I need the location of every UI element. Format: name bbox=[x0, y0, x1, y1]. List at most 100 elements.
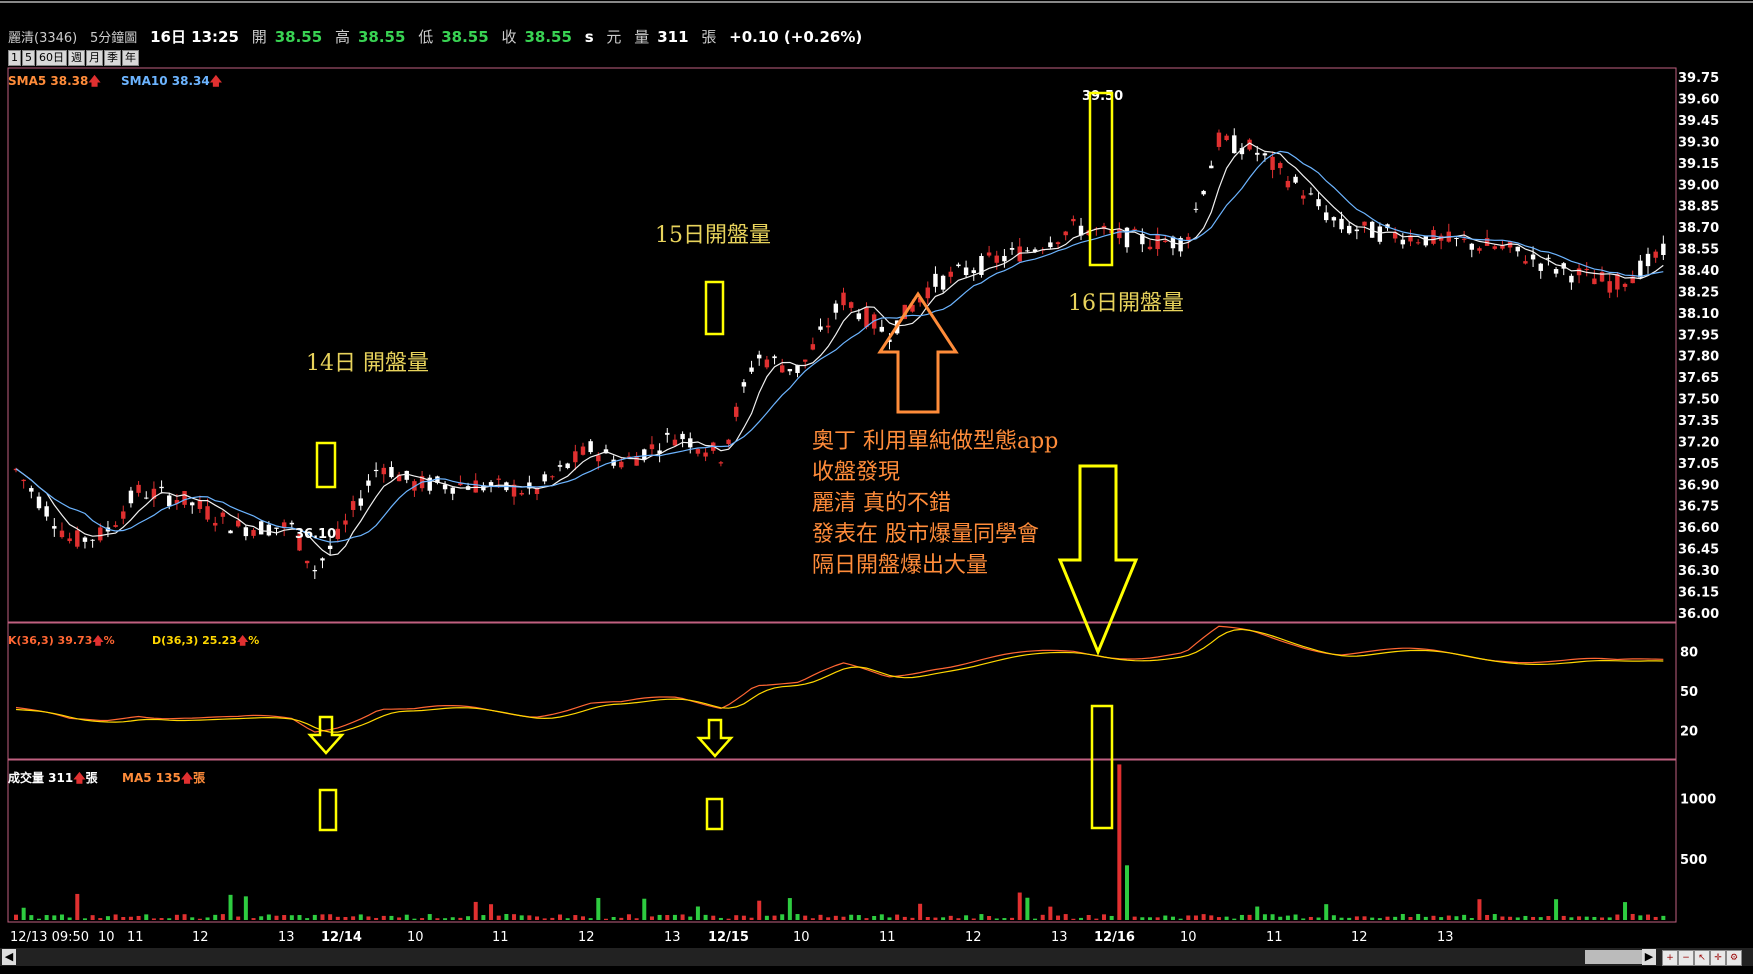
candle-body bbox=[1530, 254, 1536, 260]
candle bbox=[82, 536, 88, 549]
candle bbox=[780, 358, 785, 373]
candle-body bbox=[1232, 135, 1237, 154]
candle bbox=[795, 364, 800, 378]
candle-body bbox=[488, 482, 494, 487]
candle bbox=[741, 379, 747, 393]
volume-bar bbox=[213, 914, 218, 920]
candle bbox=[1408, 229, 1413, 247]
volume-bar bbox=[1170, 916, 1175, 920]
candle-body bbox=[1638, 260, 1643, 278]
open-value: 38.55 bbox=[274, 28, 323, 46]
sma5-legend[interactable]: SMA5 38.38🡅 bbox=[8, 74, 101, 88]
zoom-out-icon[interactable]: − bbox=[1678, 950, 1694, 966]
candle bbox=[496, 475, 501, 488]
candle bbox=[1553, 267, 1559, 278]
candle bbox=[228, 529, 233, 534]
volume-bar bbox=[864, 918, 869, 920]
candle bbox=[1415, 239, 1421, 245]
candle bbox=[335, 521, 341, 543]
volume-bar bbox=[1508, 916, 1513, 920]
high-label: 高 bbox=[334, 28, 350, 46]
volume-bar bbox=[1316, 917, 1321, 920]
period-button-4[interactable]: 月 bbox=[86, 50, 103, 66]
sma10-legend[interactable]: SMA10 38.34🡅 bbox=[121, 74, 223, 88]
candle bbox=[159, 480, 164, 494]
volume-bar bbox=[772, 915, 777, 920]
price-tick-19: 36.90 bbox=[1678, 478, 1719, 493]
d-legend[interactable]: D(36,3) 25.23🡅% bbox=[152, 634, 260, 647]
volume-bar bbox=[665, 915, 670, 920]
candle-body bbox=[841, 292, 846, 306]
period-button-2[interactable]: 60日 bbox=[36, 50, 67, 66]
volume-bar bbox=[151, 918, 156, 920]
candle-body bbox=[1515, 246, 1520, 252]
volume-bar bbox=[1561, 915, 1566, 920]
candle-body bbox=[795, 364, 800, 374]
candle bbox=[205, 498, 210, 522]
candle-body bbox=[1132, 228, 1137, 230]
candle-body bbox=[1346, 225, 1352, 234]
volume-bar bbox=[443, 918, 448, 920]
volume-bar bbox=[1577, 916, 1582, 920]
candle-body bbox=[527, 482, 532, 489]
candle-body bbox=[550, 476, 555, 478]
volume-bar bbox=[397, 917, 402, 920]
candle-body bbox=[136, 484, 141, 493]
zoom-in-icon[interactable]: + bbox=[1662, 950, 1678, 966]
settings-icon[interactable]: ⚙ bbox=[1726, 950, 1742, 966]
volume-legend[interactable]: 成交量 311🡅張 bbox=[8, 771, 98, 785]
candle bbox=[1324, 205, 1329, 223]
candle bbox=[1078, 217, 1084, 241]
scroll-left-icon[interactable]: ◀ bbox=[2, 949, 16, 965]
volume-bar bbox=[1492, 914, 1497, 920]
volume-bar bbox=[1584, 916, 1589, 920]
candle-body bbox=[274, 527, 279, 529]
volume-bar bbox=[1262, 914, 1267, 920]
volume-bar bbox=[1209, 915, 1214, 920]
candle-body bbox=[243, 527, 249, 537]
period-button-3[interactable]: 週 bbox=[68, 50, 85, 66]
scroll-right-icon[interactable]: ▶ bbox=[1642, 949, 1656, 965]
k-legend[interactable]: K(36,3) 39.73🡅% bbox=[8, 634, 115, 647]
period-button-5[interactable]: 季 bbox=[104, 50, 121, 66]
period-button-0[interactable]: 1 bbox=[8, 50, 21, 66]
candle-body bbox=[427, 477, 432, 491]
candle-body bbox=[925, 287, 930, 299]
volume-bar bbox=[527, 915, 532, 920]
candle bbox=[1369, 220, 1375, 238]
period-button-6[interactable]: 年 bbox=[122, 50, 139, 66]
volume-bar bbox=[550, 917, 555, 920]
period-button-1[interactable]: 5 bbox=[22, 50, 35, 66]
timeframe-label[interactable]: 5分鐘圖 bbox=[90, 31, 138, 46]
candle bbox=[243, 524, 249, 541]
volume-bar bbox=[282, 915, 287, 920]
candle bbox=[956, 262, 961, 268]
candle bbox=[672, 434, 678, 447]
annotation-14: 14日 開盤量 bbox=[306, 351, 429, 376]
candle bbox=[90, 539, 95, 548]
candle-body bbox=[856, 313, 862, 320]
crosshair-icon[interactable]: ✛ bbox=[1710, 950, 1726, 966]
candle bbox=[1232, 128, 1237, 154]
candle-body bbox=[128, 490, 134, 504]
volume-bar bbox=[1224, 916, 1229, 920]
scroll-thumb[interactable] bbox=[1585, 950, 1655, 964]
volume-bar bbox=[1040, 914, 1045, 920]
x-label-10: 12/15 bbox=[708, 930, 749, 945]
volume-bar bbox=[159, 918, 164, 920]
volume-bar bbox=[1615, 914, 1620, 920]
candle-body bbox=[458, 483, 463, 486]
volume-bar bbox=[1370, 917, 1375, 920]
volume-bar bbox=[826, 917, 831, 920]
cursor-icon[interactable]: ↖ bbox=[1694, 950, 1710, 966]
time-scrollbar[interactable]: ◀ ▶ bbox=[0, 948, 1753, 966]
candle bbox=[711, 441, 716, 454]
candle bbox=[1438, 233, 1444, 250]
candle-body bbox=[67, 538, 72, 542]
datetime: 16日 13:25 bbox=[150, 28, 239, 46]
x-label-14: 13 bbox=[1051, 930, 1068, 945]
candle-body bbox=[1592, 278, 1597, 285]
candle bbox=[772, 354, 777, 365]
ma5-legend[interactable]: MA5 135🡅張 bbox=[122, 771, 206, 785]
volume-bar bbox=[351, 916, 356, 920]
